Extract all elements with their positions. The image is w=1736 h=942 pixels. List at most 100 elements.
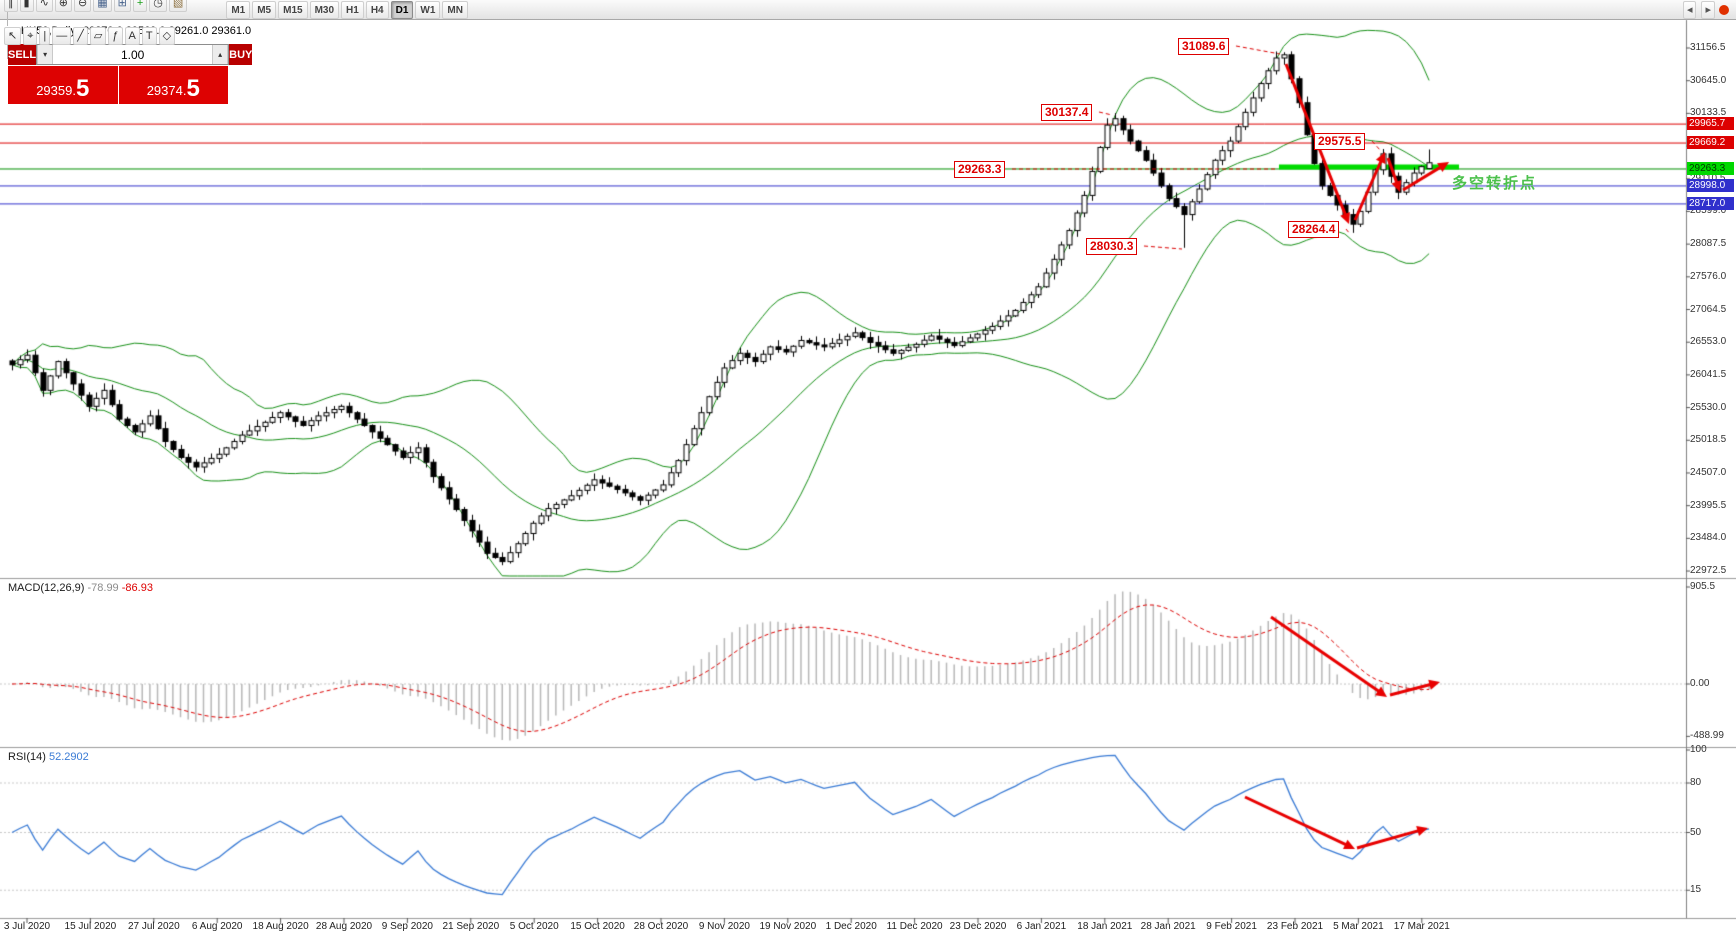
horizontal-line-icon: ― (56, 30, 68, 42)
rsi-axis-label: 80 (1690, 777, 1702, 788)
indicators-button[interactable]: + (132, 0, 148, 12)
zoom-out-button[interactable]: ⊖ (74, 0, 92, 12)
timeframe-m5-button[interactable]: M5 (252, 1, 277, 20)
toolbar-separator (7, 12, 8, 26)
bar-chart-button[interactable]: ∥ (4, 0, 18, 12)
rsi-value: 52.2902 (48, 751, 89, 763)
scroll-right-icon: ▸ (1705, 3, 1711, 16)
price-annotation[interactable]: 28030.3 (1086, 238, 1138, 255)
auto-arrange-button[interactable]: ⊞ (113, 0, 131, 12)
timeframe-w1-button[interactable]: W1 (415, 1, 441, 20)
y-axis-label: 30133.5 (1690, 107, 1727, 119)
scroll-left-button[interactable]: ◂ (1682, 0, 1697, 19)
crosshair-icon: ⌖ (27, 30, 34, 42)
y-axis-label: 24507.0 (1690, 466, 1727, 478)
line-chart-icon: ∿ (39, 0, 49, 9)
macd-name: MACD(12,26,9) (8, 582, 85, 594)
timeframe-h1-button[interactable]: H1 (341, 1, 364, 20)
volume-down-button[interactable]: ▾ (37, 45, 54, 64)
y-axis-label: 28599.0 (1690, 205, 1727, 217)
rsi-axis-label: 100 (1690, 744, 1707, 755)
y-axis-label: 27064.5 (1690, 303, 1727, 315)
macd-indicator-label: MACD(12,26,9) -78.99 -86.93 (8, 582, 153, 594)
toolbar: ▦◫▤新订单◨◎◉▶自动交易∥▮∿⊕⊖▦⊞+◷▧↖⌖|―╱▱ƒAT◇ M1M5M… (0, 0, 1736, 59)
x-axis-label: 15 Oct 2020 (570, 921, 625, 932)
timeframe-h4-button[interactable]: H4 (365, 1, 389, 20)
tile-windows-button[interactable]: ▦ (93, 0, 112, 12)
one-click-trade-panel: SELL ▾ ▴ BUY 29359.5 29374.5 (8, 44, 253, 104)
scroll-left-icon: ◂ (1686, 3, 1693, 16)
price-annotation[interactable]: 29263.3 (954, 161, 1006, 178)
zoom-in-button[interactable]: ⊕ (54, 0, 72, 12)
price-annotation[interactable]: 29575.5 (1314, 133, 1366, 150)
x-axis-label: 21 Sep 2020 (442, 921, 500, 932)
timeframe-mn-button[interactable]: MN (442, 1, 468, 20)
text-button[interactable]: A (124, 27, 140, 45)
timeframe-m15-button[interactable]: M15 (278, 1, 308, 20)
sell-button[interactable]: SELL (8, 44, 37, 65)
x-axis-label: 6 Aug 2020 (191, 921, 243, 932)
chart-note-text[interactable]: 多空转折点 (1452, 175, 1538, 192)
x-axis-label: 27 Jul 2020 (127, 921, 180, 932)
text-icon: A (128, 30, 136, 42)
rsi-axis-label: 50 (1690, 826, 1702, 838)
volume-up-button[interactable]: ▴ (212, 45, 229, 64)
rsi-indicator-label: RSI(14) 52.2902 (8, 751, 89, 763)
cursor-button[interactable]: ↖ (4, 27, 22, 45)
channel-icon: ▱ (93, 30, 103, 42)
cursor-icon: ↖ (8, 30, 18, 42)
notification-icon[interactable] (1719, 4, 1729, 15)
timeframe-m1-button[interactable]: M1 (226, 1, 251, 20)
channel-button[interactable]: ▱ (89, 27, 107, 45)
tile-windows-icon: ▦ (97, 0, 108, 9)
price-annotation[interactable]: 31089.6 (1178, 38, 1230, 55)
buy-price: 29374. (146, 83, 187, 98)
price-annotation[interactable]: 30137.4 (1041, 104, 1093, 121)
scroll-right-button[interactable]: ▸ (1701, 0, 1715, 19)
x-axis-label: 6 Jan 2021 (1016, 921, 1067, 932)
x-axis-label: 18 Aug 2020 (252, 921, 309, 932)
x-axis-label: 9 Sep 2020 (381, 921, 433, 932)
timeframe-toolbar: M1 M5 M15 M30 H1 H4 D1 W1 MN (225, 0, 469, 20)
buy-button[interactable]: BUY (229, 44, 253, 65)
shapes-icon: ◇ (162, 30, 172, 42)
bar-chart-icon: ∥ (8, 0, 14, 9)
timeframe-d1-button[interactable]: D1 (390, 1, 414, 20)
trade-panel-prices: 29359. 5 29374. 5 (8, 66, 228, 104)
zoom-out-icon: ⊖ (78, 0, 88, 9)
label-button[interactable]: T (141, 27, 157, 45)
price-line-badge: 29965.7 (1687, 117, 1734, 131)
vertical-line-icon: | (43, 30, 47, 42)
crosshair-button[interactable]: ⌖ (23, 27, 38, 45)
x-axis-label: 5 Oct 2020 (509, 921, 559, 932)
sell-price-button[interactable]: 29359. 5 (8, 66, 119, 104)
price-line-badge: 28717.0 (1687, 196, 1734, 210)
x-axis-label: 9 Feb 2021 (1206, 921, 1257, 932)
y-axis-label: 23484.0 (1690, 532, 1727, 544)
sell-price: 29359. (36, 83, 76, 98)
x-axis-label: 5 Mar 2021 (1333, 921, 1384, 932)
x-axis-label: 23 Feb 2021 (1266, 921, 1324, 932)
volume-input[interactable] (53, 45, 213, 64)
price-annotation[interactable]: 28264.4 (1288, 221, 1340, 238)
y-axis-label: 28087.5 (1690, 238, 1727, 250)
vertical-line-button[interactable]: | (39, 27, 51, 45)
fibonacci-button[interactable]: ƒ (108, 27, 123, 45)
candlestick-chart-icon: ▮ (23, 0, 30, 9)
templates-button[interactable]: ▧ (168, 0, 188, 12)
candlestick-chart-button[interactable]: ▮ (19, 0, 34, 12)
buy-price-button[interactable]: 29374. 5 (118, 66, 228, 104)
periods-button[interactable]: ◷ (149, 0, 167, 12)
horizontal-line-button[interactable]: ― (52, 27, 72, 45)
label-icon: T (145, 30, 153, 42)
trendline-button[interactable]: ╱ (73, 27, 88, 45)
trendline-icon: ╱ (77, 30, 84, 42)
toolbar-separator (7, 45, 8, 59)
timeframe-m30-button[interactable]: M30 (309, 1, 340, 20)
x-axis-label: 9 Nov 2020 (698, 921, 750, 932)
shapes-button[interactable]: ◇ (158, 27, 176, 45)
line-chart-button[interactable]: ∿ (35, 0, 53, 12)
macd-axis-label: 0.00 (1690, 678, 1710, 689)
